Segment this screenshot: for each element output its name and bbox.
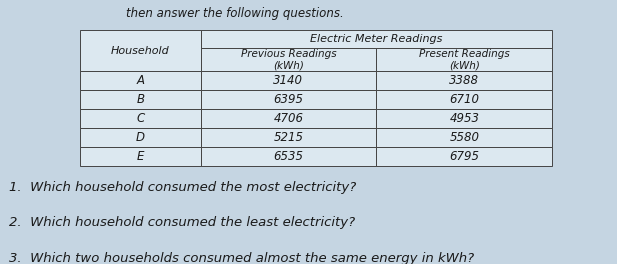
Bar [80, 109, 201, 128]
Text: D: D [136, 131, 145, 144]
Bar [201, 128, 376, 147]
Text: 3.  Which two households consumed almost the same energy in kWh?: 3. Which two households consumed almost … [9, 252, 474, 264]
Bar [201, 90, 376, 109]
Text: C: C [136, 112, 144, 125]
Text: 5215: 5215 [273, 131, 304, 144]
Bar [80, 71, 201, 90]
Bar [201, 71, 376, 90]
Text: 3140: 3140 [273, 74, 304, 87]
Text: 6395: 6395 [273, 93, 304, 106]
Bar [80, 30, 201, 71]
Bar [201, 147, 376, 166]
Text: B: B [136, 93, 144, 106]
Bar [376, 128, 552, 147]
Text: 1.  Which household consumed the most electricity?: 1. Which household consumed the most ele… [9, 181, 357, 194]
Bar [201, 109, 376, 128]
Text: 2.  Which household consumed the least electricity?: 2. Which household consumed the least el… [9, 216, 355, 229]
Bar [80, 128, 201, 147]
Text: 4953: 4953 [449, 112, 479, 125]
Text: 6535: 6535 [273, 150, 304, 163]
Text: 6795: 6795 [449, 150, 479, 163]
Text: A: A [136, 74, 144, 87]
Text: then answer the following questions.: then answer the following questions. [126, 7, 343, 20]
Bar [376, 109, 552, 128]
Bar [376, 147, 552, 166]
Text: Previous Readings
(kWh): Previous Readings (kWh) [241, 49, 336, 70]
Bar [376, 48, 552, 71]
Bar [376, 71, 552, 90]
Text: E: E [137, 150, 144, 163]
Text: Household: Household [111, 46, 170, 56]
Text: 3388: 3388 [449, 74, 479, 87]
Text: 4706: 4706 [273, 112, 304, 125]
Bar [376, 90, 552, 109]
Text: 6710: 6710 [449, 93, 479, 106]
Bar [201, 48, 376, 71]
Bar [80, 90, 201, 109]
Text: Electric Meter Readings: Electric Meter Readings [310, 34, 442, 44]
Text: 5580: 5580 [449, 131, 479, 144]
Bar [80, 147, 201, 166]
Bar [201, 30, 552, 48]
Text: Present Readings
(kWh): Present Readings (kWh) [419, 49, 510, 70]
